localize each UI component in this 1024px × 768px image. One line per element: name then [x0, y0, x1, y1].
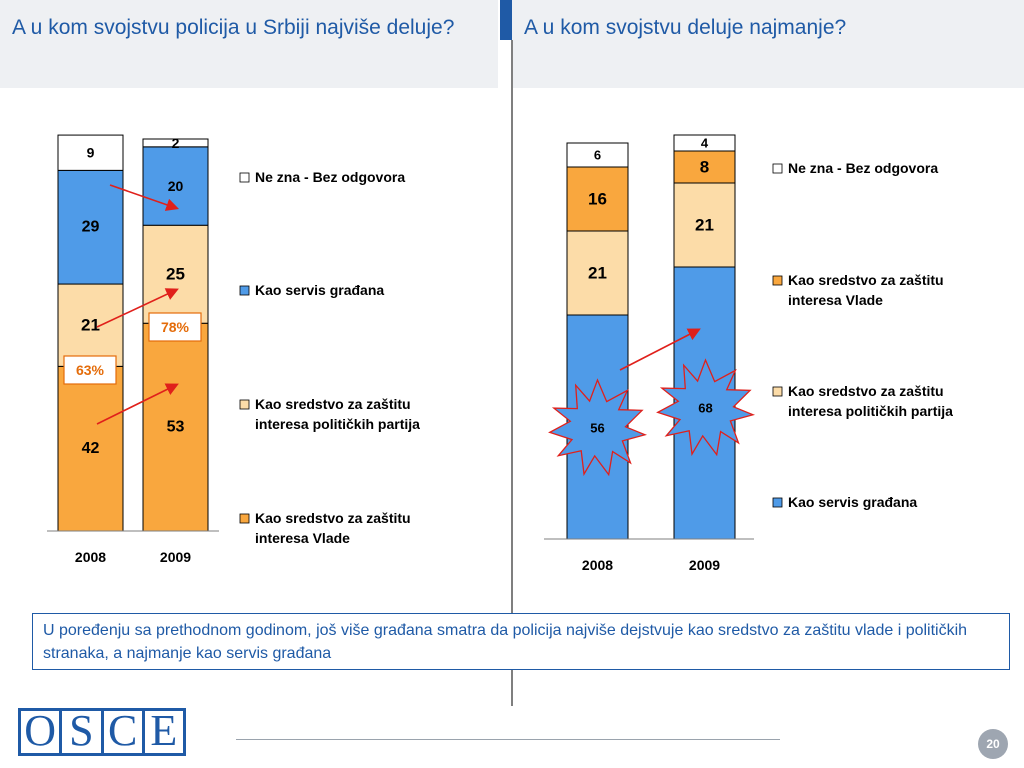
- bar-segment: [673, 150, 736, 184]
- legend-swatch: [239, 172, 250, 183]
- percent-callout-box: [63, 355, 117, 385]
- data-label: 21: [695, 216, 714, 235]
- logo-letter: E: [144, 709, 183, 753]
- logo-letter: O: [21, 709, 60, 753]
- percent-callout-label: 63%: [76, 362, 105, 378]
- data-label: 42: [82, 440, 100, 457]
- data-label: 53: [167, 419, 185, 436]
- charts-canvas: 42 21 29 9 2008 53 25 20 2 2009 Ne zna - Bez odgov…: [47, 134, 953, 573]
- bar-segment: [673, 182, 736, 268]
- legend-label: Kao sredstvo za zaštitu: [788, 272, 944, 288]
- x-tick-label: 2008: [582, 557, 613, 573]
- data-label: 4: [701, 136, 709, 151]
- percent-callout-label: 78%: [161, 319, 190, 335]
- bar-segment: [142, 322, 209, 532]
- data-label: 20: [168, 178, 184, 194]
- bar-segment: [57, 134, 124, 171]
- starburst-highlight: [656, 358, 756, 457]
- bar-segment: [142, 146, 209, 226]
- legend-label: interesa Vlade: [255, 530, 350, 546]
- data-label: 8: [700, 158, 709, 177]
- legend-label: interesa Vlade: [788, 292, 883, 308]
- legend-label: interesa političkih partija: [255, 416, 420, 432]
- header-left-panel: [0, 0, 498, 88]
- data-label: 9: [87, 145, 95, 161]
- header-accent-bar: [500, 0, 512, 40]
- legend-label: Kao sredstvo za zaštitu: [255, 510, 411, 526]
- legend-label: interesa političkih partija: [788, 403, 953, 419]
- bar-segment: [142, 224, 209, 324]
- data-label: 68: [698, 401, 712, 416]
- logo-letter: C: [103, 709, 142, 753]
- page-number: 20: [978, 729, 1008, 759]
- legend-swatch: [239, 399, 250, 410]
- logo-letter: S: [62, 709, 101, 753]
- data-label: 6: [594, 148, 601, 163]
- legend-swatch: [772, 275, 783, 286]
- data-label: 2: [172, 135, 180, 151]
- x-tick-label: 2009: [160, 549, 191, 565]
- footer-line: [236, 739, 780, 740]
- legend-swatch: [239, 285, 250, 296]
- starburst-highlight: [548, 378, 648, 477]
- legend-label: Kao sredstvo za zaštitu: [788, 383, 944, 399]
- x-tick-label: 2009: [689, 557, 720, 573]
- data-label: 56: [590, 421, 604, 436]
- center-divider: [511, 40, 513, 706]
- title-left: A u kom svojstvu policija u Srbiji najvi…: [12, 16, 455, 39]
- legend-label: Kao servis građana: [788, 494, 917, 510]
- bar-segment: [673, 134, 736, 152]
- x-tick-label: 2008: [75, 549, 106, 565]
- data-label: 25: [166, 265, 185, 284]
- legend-label: Ne zna - Bez odgovora: [255, 169, 405, 185]
- bar-segment: [142, 138, 209, 148]
- trend-arrow: [96, 383, 179, 425]
- data-label: 29: [82, 219, 100, 236]
- summary-note: U poređenju sa prethodnom godinom, još v…: [32, 613, 1010, 670]
- legend-swatch: [239, 513, 250, 524]
- legend-label: Ne zna - Bez odgovora: [788, 160, 938, 176]
- bar-segment: [566, 142, 629, 168]
- trend-arrow: [619, 328, 701, 371]
- data-label: 21: [588, 264, 607, 283]
- bar-segment: [566, 230, 629, 316]
- data-label: 16: [588, 190, 607, 209]
- trend-arrow: [96, 288, 179, 328]
- legend-swatch: [772, 163, 783, 174]
- percent-callout-box: [148, 312, 202, 342]
- trend-arrow: [109, 184, 180, 211]
- osce-logo: O S C E: [18, 708, 186, 756]
- bar-segment: [57, 365, 124, 532]
- legend-label: Kao servis građana: [255, 282, 384, 298]
- legend-swatch: [772, 386, 783, 397]
- bar-segment: [57, 169, 124, 285]
- data-label: 21: [81, 316, 100, 335]
- legend-label: Kao sredstvo za zaštitu: [255, 396, 411, 412]
- bar-segment: [57, 283, 124, 367]
- legend-swatch: [772, 497, 783, 508]
- header-right-panel: [512, 0, 1024, 88]
- title-right: A u kom svojstvu deluje najmanje?: [524, 16, 847, 39]
- bar-segment: [566, 166, 629, 232]
